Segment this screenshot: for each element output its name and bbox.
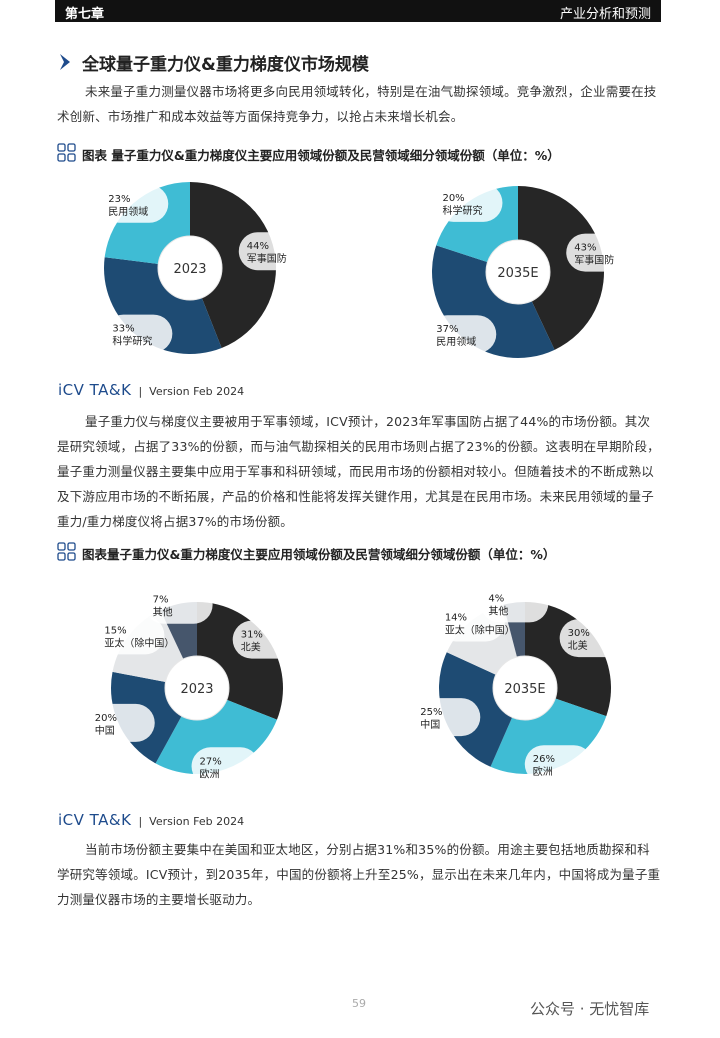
center-label: 2023	[173, 262, 206, 277]
category-label: 军事国防	[574, 254, 614, 267]
value-label: 37%	[436, 324, 458, 335]
category-label: 中国	[420, 718, 440, 731]
center-label: 2035E	[504, 682, 545, 697]
source: iCV TA&K | Version Feb 2024	[58, 811, 245, 829]
donut-hole	[164, 655, 230, 721]
category-label: 科学研究	[112, 335, 152, 348]
value-label: 44%	[247, 241, 269, 252]
value-label: 14%	[445, 612, 467, 623]
figure-caption: 图表量子重力仪&重力梯度仪主要应用领域份额及民营领域细分领域份额（单位：%）	[82, 547, 556, 562]
category-label: 科学研究	[442, 204, 482, 217]
center-label: 2035E	[497, 266, 538, 281]
value-label: 43%	[574, 243, 596, 254]
watermark: 公众号 · 无忧智库	[530, 1000, 650, 1018]
donut-hole	[492, 655, 558, 721]
pie-slice	[518, 186, 604, 350]
donut-hole	[157, 235, 223, 301]
header-bar: 第七章 产业分析和预测	[55, 0, 661, 22]
label-bubble	[566, 233, 635, 272]
label-bubble	[480, 584, 549, 623]
label-bubble	[232, 620, 301, 659]
section-title: 全球量子重力仪&重力梯度仪市场规模	[82, 55, 369, 75]
label-bubble	[144, 585, 213, 624]
value-label: 31%	[241, 630, 263, 641]
label-bubble	[434, 183, 503, 222]
donut-hole	[485, 239, 551, 305]
paragraph: 未来量子重力测量仪器市场将更多向民用领域转化，特别是在油气勘探领域。竞争激烈，企…	[57, 84, 657, 124]
source-version: Version Feb 2024	[149, 815, 245, 828]
value-label: 30%	[568, 628, 590, 639]
figure-caption: 图表 量子重力仪&重力梯度仪主要应用领域份额及民营领域细分领域份额（单位：%）	[82, 148, 560, 163]
label-bubble	[238, 232, 307, 271]
source: iCV TA&K | Version Feb 2024	[58, 381, 245, 399]
value-label: 26%	[533, 754, 555, 765]
label-bubble	[428, 315, 497, 354]
category-label: 其他	[153, 606, 173, 619]
category-label: 北美	[241, 641, 261, 654]
value-label: 4%	[488, 593, 504, 604]
label-bubble	[96, 616, 165, 655]
category-label: 北美	[568, 639, 588, 652]
label-bubble	[191, 747, 260, 786]
value-label: 25%	[420, 707, 442, 718]
category-label: 亚太（除中国）	[104, 636, 174, 649]
value-label: 7%	[153, 595, 169, 606]
pie-slice	[190, 182, 276, 348]
value-label: 20%	[442, 193, 464, 204]
category-label: 中国	[95, 724, 115, 737]
chevron	[60, 54, 70, 70]
label-bubble	[524, 745, 593, 784]
paragraph: 当前市场份额主要集中在美国和亚太地区，分别占据31%和35%的份额。用途主要包括…	[57, 842, 661, 907]
paragraph: 量子重力仪与梯度仪主要被用于军事领域，ICV预计，2023年军事国防占据了44%…	[57, 414, 660, 529]
label-bubble	[559, 619, 628, 658]
category-label: 欧洲	[200, 768, 220, 780]
label-bubble	[86, 703, 155, 742]
value-label: 23%	[108, 194, 130, 205]
figure-icon	[57, 143, 76, 162]
category-label: 军事国防	[247, 252, 287, 265]
figure-icon	[57, 542, 76, 561]
label-bubble	[100, 184, 169, 223]
value-label: 20%	[95, 713, 117, 724]
category-label: 欧洲	[533, 766, 553, 778]
category-label: 民用领域	[108, 205, 148, 218]
category-label: 民用领域	[436, 335, 476, 348]
category-label: 其他	[488, 604, 508, 617]
section: 产业分析和预测	[559, 7, 651, 22]
source-version: Version Feb 2024	[149, 385, 245, 398]
label-bubble	[412, 698, 481, 737]
page-number: 59	[352, 997, 366, 1010]
value-label: 33%	[112, 324, 134, 335]
category-label: 亚太（除中国）	[445, 623, 515, 636]
value-label: 15%	[104, 625, 126, 636]
chapter: 第七章	[65, 7, 105, 22]
value-label: 27%	[200, 756, 222, 767]
center-label: 2023	[180, 682, 213, 697]
label-bubble	[104, 314, 173, 353]
source-brand: iCV TA&K	[58, 811, 132, 829]
source-brand: iCV TA&K	[58, 381, 132, 399]
